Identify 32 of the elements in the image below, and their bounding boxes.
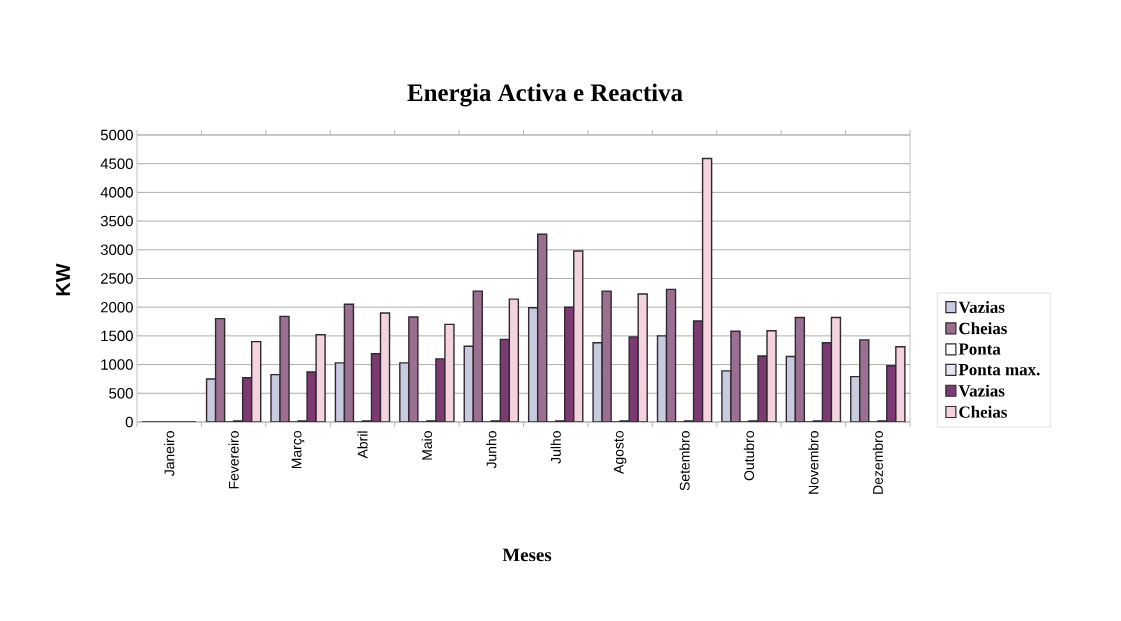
y-tick-label: 2500 bbox=[101, 273, 133, 284]
legend-label: Vazias bbox=[958, 301, 1005, 314]
y-tick-label: 3500 bbox=[100, 215, 133, 227]
x-tick-label: Dezembro bbox=[872, 431, 883, 494]
legend-label: Vazias bbox=[958, 384, 1005, 397]
legend-label: Cheias bbox=[959, 405, 1007, 418]
chart-title: Energia Activa e Reactiva bbox=[407, 83, 683, 107]
y-tick-label: 3000 bbox=[100, 244, 133, 256]
x-tick-label: Setembro bbox=[679, 431, 690, 491]
y-axis-title: KW bbox=[56, 263, 70, 296]
x-tick-label: Julho bbox=[550, 431, 561, 464]
y-tick-label: 4500 bbox=[100, 158, 133, 169]
x-axis-title: Meses bbox=[502, 548, 552, 562]
x-tick-label: Abril bbox=[357, 431, 368, 459]
x-tick-label: Junho bbox=[486, 431, 497, 469]
y-tick-label: 4000 bbox=[100, 187, 133, 198]
y-tick-label: 0 bbox=[125, 416, 133, 428]
y-tick-label: 1500 bbox=[101, 330, 133, 342]
legend-label: Cheias bbox=[959, 322, 1007, 335]
x-tick-label: Fevereiro bbox=[228, 431, 239, 489]
y-tick-label: 2000 bbox=[101, 301, 133, 313]
legend-label: Ponta bbox=[958, 343, 1001, 355]
y-tick-label: 500 bbox=[109, 387, 133, 399]
y-tick-label: 1000 bbox=[101, 359, 133, 370]
y-tick-label: 5000 bbox=[100, 129, 133, 141]
x-tick-label: Agosto bbox=[613, 431, 627, 474]
x-tick-label: Outubro bbox=[743, 431, 755, 481]
x-tick-label: Novembro bbox=[808, 431, 819, 494]
x-tick-label: Janeiro bbox=[164, 431, 175, 477]
x-tick-label: Março bbox=[291, 431, 305, 469]
legend-label: Ponta max. bbox=[958, 364, 1040, 376]
x-tick-label: Maio bbox=[421, 431, 433, 460]
